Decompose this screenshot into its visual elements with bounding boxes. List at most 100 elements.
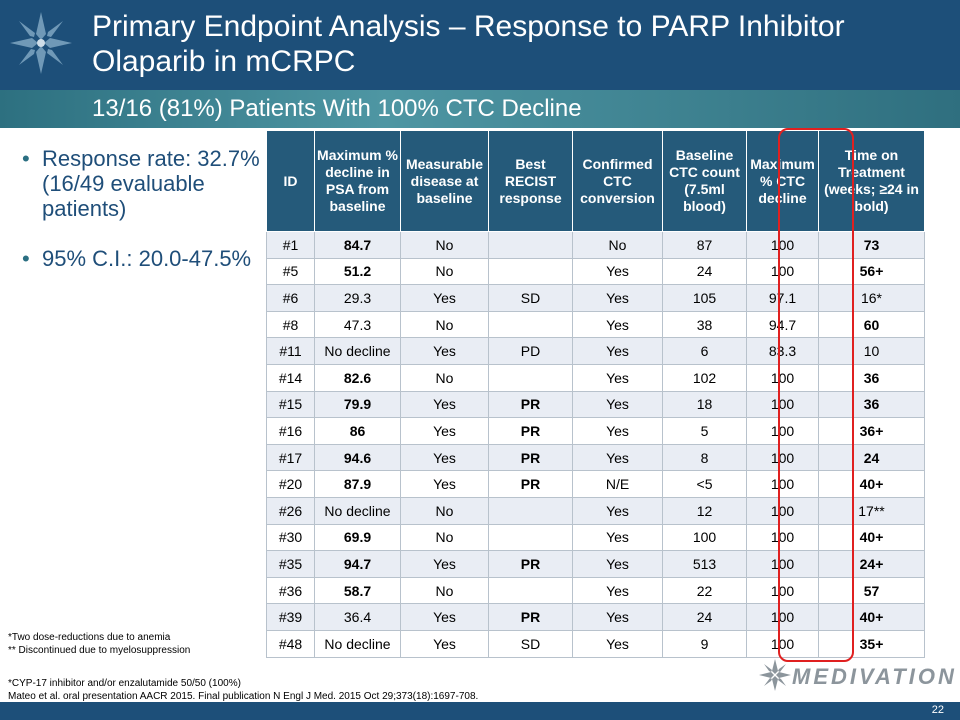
- cell-id: #17: [266, 443, 315, 472]
- cell-max-ctc: 100: [746, 257, 819, 286]
- medivation-logo: MEDIVATION: [756, 656, 956, 696]
- table-row: #11 No decline Yes PD Yes 6 83.3 10: [266, 337, 925, 365]
- reference-cyp17: *CYP-17 inhibitor and/or enzalutamide 50…: [8, 678, 241, 689]
- cell-psa: 82.6: [314, 363, 401, 392]
- table-row: #48 No decline Yes SD Yes 9 100 35+: [266, 629, 925, 658]
- cell-max-ctc: 100: [746, 629, 819, 658]
- cell-recist: [488, 576, 573, 605]
- cell-time: 35+: [818, 629, 925, 658]
- cell-recist: [488, 496, 573, 525]
- cell-recist: PR: [488, 417, 573, 445]
- cell-id: #8: [266, 310, 315, 339]
- cell-measurable: Yes: [400, 629, 489, 658]
- cell-measurable: No: [400, 576, 489, 605]
- cell-max-ctc: 100: [746, 443, 819, 472]
- cell-conversion: Yes: [572, 284, 663, 312]
- cell-time: 40+: [818, 603, 925, 631]
- cell-conversion: Yes: [572, 390, 663, 419]
- table-row: #1 84.7 No No 87 100 73: [266, 231, 925, 259]
- cell-conversion: Yes: [572, 443, 663, 472]
- cell-psa: 84.7: [314, 231, 401, 259]
- cell-baseline-ctc: 100: [662, 523, 747, 552]
- table-row: #17 94.6 Yes PR Yes 8 100 24: [266, 443, 925, 472]
- header-id: ID: [266, 130, 315, 232]
- bullet-list: • Response rate: 32.7% (16/49 evaluable p…: [22, 146, 262, 296]
- cell-max-ctc: 97.1: [746, 284, 819, 312]
- cell-id: #1: [266, 231, 315, 259]
- table-row: #5 51.2 No Yes 24 100 56+: [266, 257, 925, 286]
- footnote-anemia: *Two dose-reductions due to anemia: [8, 632, 171, 643]
- cell-conversion: Yes: [572, 629, 663, 658]
- cell-time: 57: [818, 576, 925, 605]
- cell-baseline-ctc: 24: [662, 257, 747, 286]
- cell-baseline-ctc: 87: [662, 231, 747, 259]
- cell-measurable: Yes: [400, 390, 489, 419]
- cell-id: #30: [266, 523, 315, 552]
- cell-time: 10: [818, 337, 925, 365]
- table-row: #16 86 Yes PR Yes 5 100 36+: [266, 417, 925, 445]
- bullet-text: Response rate: 32.7% (16/49 evaluable pa…: [42, 146, 260, 221]
- cell-conversion: Yes: [572, 363, 663, 392]
- header-measurable-disease: Measurable disease at baseline: [400, 130, 489, 232]
- bullet-response-rate: • Response rate: 32.7% (16/49 evaluable p…: [22, 146, 262, 221]
- cell-time: 17**: [818, 496, 925, 525]
- cell-measurable: No: [400, 310, 489, 339]
- cell-measurable: Yes: [400, 417, 489, 445]
- cell-conversion: Yes: [572, 603, 663, 631]
- cell-max-ctc: 83.3: [746, 337, 819, 365]
- cell-measurable: Yes: [400, 337, 489, 365]
- slide-subtitle: 13/16 (81%) Patients With 100% CTC Decli…: [92, 95, 582, 122]
- cell-conversion: Yes: [572, 257, 663, 286]
- cell-recist: [488, 310, 573, 339]
- cell-psa: 79.9: [314, 390, 401, 419]
- cell-conversion: Yes: [572, 417, 663, 445]
- table-row: #26 No decline No Yes 12 100 17**: [266, 496, 925, 525]
- cell-baseline-ctc: <5: [662, 470, 747, 498]
- cell-time: 73: [818, 231, 925, 259]
- slide-header: Primary Endpoint Analysis – Response to …: [0, 0, 960, 90]
- cell-psa: 29.3: [314, 284, 401, 312]
- cell-max-ctc: 100: [746, 417, 819, 445]
- table-row: #15 79.9 Yes PR Yes 18 100 36: [266, 390, 925, 419]
- cell-baseline-ctc: 8: [662, 443, 747, 472]
- cell-time: 36: [818, 390, 925, 419]
- star-logo-icon: [10, 12, 72, 74]
- cell-max-ctc: 100: [746, 496, 819, 525]
- cell-time: 60: [818, 310, 925, 339]
- table-row: #20 87.9 Yes PR N/E <5 100 40+: [266, 470, 925, 498]
- header-ctc-conversion: Confirmed CTC conversion: [572, 130, 663, 232]
- table-row: #35 94.7 Yes PR Yes 513 100 24+: [266, 550, 925, 578]
- header-max-ctc-decline: Maximum % CTC decline: [746, 130, 819, 232]
- footnote-myelosuppression: ** Discontinued due to myelosuppression: [8, 645, 191, 656]
- cell-conversion: Yes: [572, 496, 663, 525]
- header-psa-decline: Maximum % decline in PSA from baseline: [314, 130, 401, 232]
- cell-measurable: No: [400, 231, 489, 259]
- cell-time: 36: [818, 363, 925, 392]
- cell-recist: SD: [488, 629, 573, 658]
- cell-baseline-ctc: 105: [662, 284, 747, 312]
- table-header-row: ID Maximum % decline in PSA from baselin…: [266, 130, 925, 232]
- cell-recist: PR: [488, 390, 573, 419]
- cell-psa: No decline: [314, 337, 401, 365]
- cell-baseline-ctc: 5: [662, 417, 747, 445]
- cell-max-ctc: 100: [746, 550, 819, 578]
- cell-time: 56+: [818, 257, 925, 286]
- bullet-icon: •: [22, 146, 30, 171]
- cell-baseline-ctc: 6: [662, 337, 747, 365]
- cell-psa: 94.6: [314, 443, 401, 472]
- cell-recist: [488, 231, 573, 259]
- table-row: #36 58.7 No Yes 22 100 57: [266, 576, 925, 605]
- cell-measurable: Yes: [400, 603, 489, 631]
- cell-max-ctc: 100: [746, 390, 819, 419]
- cell-baseline-ctc: 38: [662, 310, 747, 339]
- cell-id: #39: [266, 603, 315, 631]
- cell-baseline-ctc: 12: [662, 496, 747, 525]
- footer-bar: 22: [0, 702, 960, 720]
- cell-recist: SD: [488, 284, 573, 312]
- cell-id: #36: [266, 576, 315, 605]
- cell-recist: [488, 363, 573, 392]
- cell-id: #5: [266, 257, 315, 286]
- cell-psa: 94.7: [314, 550, 401, 578]
- cell-time: 16*: [818, 284, 925, 312]
- cell-max-ctc: 100: [746, 231, 819, 259]
